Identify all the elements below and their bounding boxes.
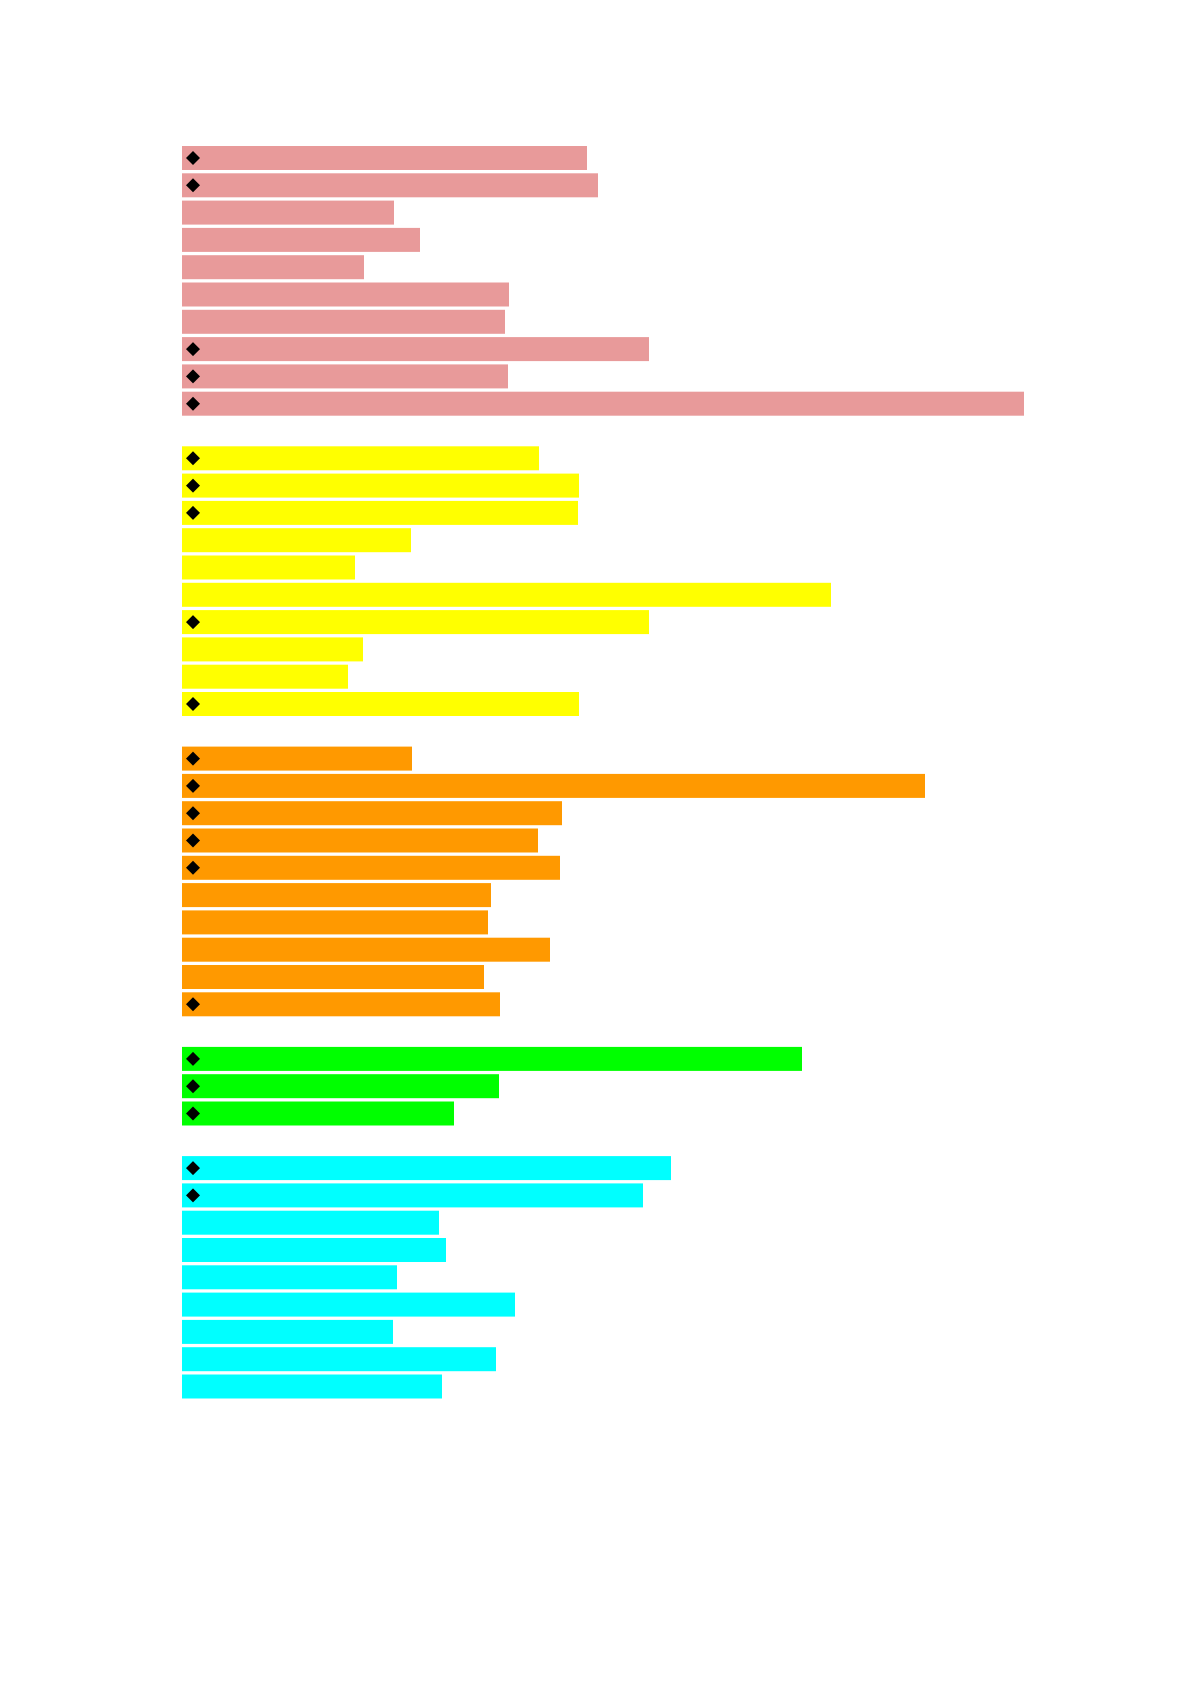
diamond-icon: [186, 997, 200, 1012]
diamond-icon: [186, 1106, 200, 1121]
bar: [182, 1238, 446, 1262]
diamond-icon: [186, 478, 200, 493]
diamond-icon: [186, 860, 200, 875]
diamond-icon: [186, 833, 200, 848]
bar: [182, 664, 348, 689]
bar: [182, 828, 538, 853]
bar: [182, 337, 649, 362]
bar: [182, 227, 420, 252]
bar: [182, 610, 649, 635]
diamond-icon: [186, 697, 200, 711]
diamond-icon: [186, 1079, 200, 1094]
bar: [182, 992, 500, 1017]
bar-group-2: [182, 446, 831, 716]
bar-group-4: [182, 1046, 802, 1126]
diamond-icon: [186, 178, 200, 193]
bar: [182, 173, 598, 198]
bar: [182, 637, 363, 662]
diamond-icon: [186, 1051, 200, 1066]
diamond-icon: [186, 151, 200, 165]
bar: [182, 1265, 397, 1290]
diamond-icon: [186, 751, 200, 766]
bar: [182, 965, 484, 989]
bar: [182, 555, 355, 580]
bar: [182, 528, 411, 553]
bar: [182, 692, 579, 716]
bar-group-3: [182, 746, 925, 1017]
diamond-icon: [186, 342, 200, 357]
bar: [182, 364, 508, 389]
bar: [182, 1101, 454, 1126]
bar: [182, 910, 488, 935]
diamond-icon: [186, 451, 200, 466]
bar: [182, 937, 550, 962]
diamond-icon: [186, 1188, 200, 1203]
bar: [182, 200, 394, 225]
bar: [182, 855, 560, 880]
diamond-icon: [186, 615, 200, 630]
bar-group-1: [182, 146, 1024, 416]
bar: [182, 773, 925, 798]
bar: [182, 1374, 442, 1399]
bar: [182, 500, 578, 525]
bar: [182, 1046, 802, 1071]
bar: [182, 255, 364, 280]
bar: [182, 1074, 499, 1099]
diamond-icon: [186, 396, 200, 411]
bar: [182, 1319, 393, 1344]
bar: [182, 883, 491, 908]
bar-group-5: [182, 1156, 671, 1399]
diamond-icon: [186, 1161, 200, 1176]
bar: [182, 582, 831, 607]
bar: [182, 801, 562, 826]
bar: [182, 391, 1024, 416]
diamond-icon: [186, 778, 200, 793]
bar: [182, 1183, 643, 1208]
bar: [182, 1347, 496, 1372]
bar: [182, 746, 412, 771]
bar: [182, 146, 587, 170]
bar: [182, 1210, 439, 1235]
bar: [182, 1292, 515, 1317]
diamond-icon: [186, 369, 200, 384]
bar: [182, 473, 579, 498]
diamond-icon: [186, 505, 200, 520]
diamond-icon: [186, 806, 200, 821]
bar: [182, 309, 505, 334]
bar: [182, 446, 539, 471]
bar: [182, 1156, 671, 1181]
bar: [182, 282, 509, 307]
